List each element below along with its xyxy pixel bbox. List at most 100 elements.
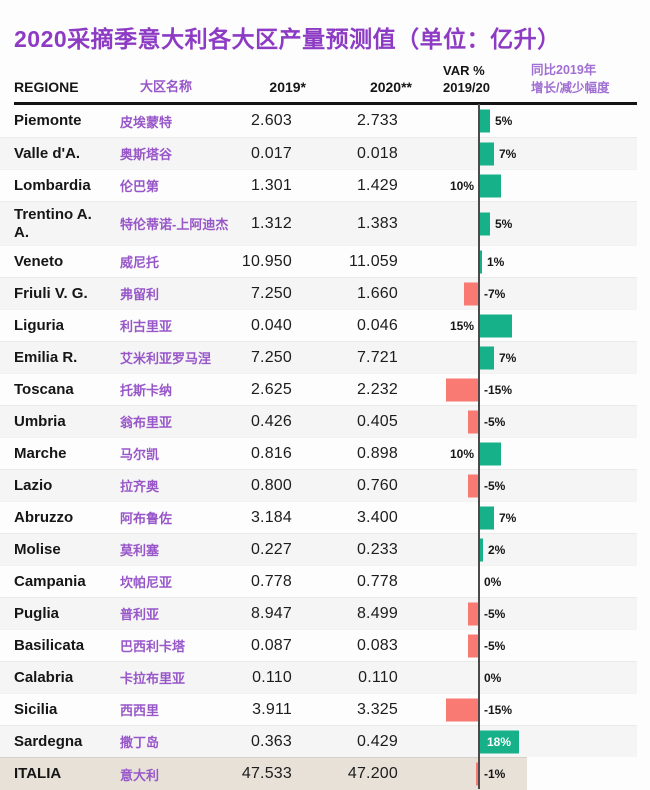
- region-name: Lazio: [14, 476, 53, 494]
- value-2020: 0.405: [356, 412, 398, 430]
- region-name-cn: 普利亚: [120, 607, 160, 622]
- value-2020: 7.721: [356, 348, 398, 366]
- table-row: Molise 莫利塞 0.227 0.233 2%: [0, 533, 637, 565]
- var-percent-label: 10%: [449, 178, 474, 193]
- value-2019: 0.426: [250, 412, 292, 430]
- region-name: Lombardia: [14, 176, 91, 194]
- negative-var-bar: [476, 762, 479, 786]
- region-name-cn: 艾米利亚罗马涅: [120, 351, 212, 366]
- col-header-2019: 2019*: [269, 79, 306, 95]
- positive-var-bar: [479, 506, 494, 529]
- value-2019: 0.040: [250, 316, 292, 334]
- var-percent-label: -5%: [484, 478, 506, 493]
- value-2020: 0.429: [356, 732, 398, 750]
- table-row: Lazio 拉齐奥 0.800 0.760 -5%: [0, 469, 637, 501]
- table-row: Valle d'A. 奥斯塔谷 0.017 0.018 7%: [0, 137, 637, 169]
- col-header-var-pct: VAR % 2019/20: [443, 62, 490, 97]
- page-title: 2020采摘季意大利各大区产量预测值（单位：亿升）: [14, 26, 561, 52]
- negative-var-bar: [464, 282, 479, 305]
- value-2020: 11.059: [349, 252, 398, 270]
- negative-var-bar: [468, 474, 479, 497]
- table-header: REGIONE 大区名称 2019* 2020** VAR % 2019/20 …: [0, 60, 650, 102]
- region-name-cn: 奥斯塔谷: [120, 147, 173, 162]
- region-name-cn: 伦巴第: [120, 179, 160, 194]
- value-2020: 1.429: [356, 176, 398, 194]
- region-name-cn: 托斯卡纳: [120, 383, 173, 398]
- value-2020: 0.046: [356, 316, 398, 334]
- value-2019: 0.017: [250, 144, 292, 162]
- region-name: Puglia: [14, 604, 60, 622]
- negative-var-bar: [446, 698, 479, 721]
- region-name: Liguria: [14, 316, 65, 334]
- value-2019: 0.227: [250, 540, 292, 558]
- region-name: Trentino A. A.: [14, 205, 92, 241]
- var-percent-label: -15%: [484, 702, 513, 717]
- value-2019: 7.250: [250, 284, 292, 302]
- value-2020: 0.018: [356, 144, 398, 162]
- var-percent-label: 18%: [486, 734, 512, 749]
- table-row: Abruzzo 阿布鲁佐 3.184 3.400 7%: [0, 501, 637, 533]
- region-name: ITALIA: [14, 765, 62, 782]
- value-2019: 1.312: [250, 214, 292, 232]
- region-name: Valle d'A.: [14, 144, 81, 162]
- table-row: Toscana 托斯卡纳 2.625 2.232 -15%: [0, 373, 637, 405]
- region-name: Piemonte: [14, 112, 82, 129]
- value-2020: 0.233: [356, 540, 398, 558]
- col-header-2020: 2020**: [369, 79, 412, 95]
- region-name: Abruzzo: [14, 508, 74, 526]
- region-name: Campania: [14, 572, 86, 590]
- region-name: Molise: [14, 540, 61, 558]
- value-2019: 1.301: [250, 176, 292, 194]
- positive-var-bar: [479, 538, 483, 561]
- table-row: Sardegna 撒丁岛 0.363 0.429 18%: [0, 725, 637, 757]
- region-name-cn: 翁布里亚: [120, 415, 173, 430]
- table-row: Campania 坎帕尼亚 0.778 0.778 0%: [0, 565, 637, 597]
- col-header-var-line1: VAR %: [443, 62, 485, 78]
- positive-var-bar: [479, 346, 494, 369]
- value-2019: 0.800: [250, 476, 292, 494]
- var-percent-label: -5%: [484, 606, 506, 621]
- table-row: Friuli V. G. 弗留利 7.250 1.660 -7%: [0, 277, 637, 309]
- var-percent-label: -15%: [484, 382, 513, 397]
- value-2019: 0.778: [250, 572, 292, 590]
- table-row: Sicilia 西西里 3.911 3.325 -15%: [0, 693, 637, 725]
- value-2020: 8.499: [356, 604, 398, 622]
- negative-var-bar: [468, 410, 479, 433]
- col-header-region-cn: 大区名称: [140, 79, 193, 94]
- var-percent-label: 7%: [499, 146, 517, 161]
- value-2019: 7.250: [250, 348, 292, 366]
- value-2020: 0.778: [356, 572, 398, 590]
- region-name-cn: 拉齐奥: [120, 479, 160, 494]
- var-percent-label: -5%: [484, 414, 506, 429]
- region-name-cn: 皮埃蒙特: [120, 114, 173, 130]
- positive-var-bar: [479, 212, 490, 235]
- table-row: Umbria 翁布里亚 0.426 0.405 -5%: [0, 405, 637, 437]
- negative-var-bar: [446, 378, 479, 401]
- value-2020: 0.898: [356, 444, 398, 462]
- value-2019: 0.087: [250, 636, 292, 654]
- value-2020: 1.383: [356, 214, 398, 232]
- table-row: Piemonte 皮埃蒙特 2.603 2.733 5%: [0, 105, 637, 137]
- col-header-regione: REGIONE: [14, 79, 79, 95]
- value-2019: 0.363: [250, 732, 292, 750]
- value-2020: 47.200: [347, 765, 398, 782]
- region-name: Sicilia: [14, 700, 58, 718]
- region-name: Calabria: [14, 668, 74, 686]
- region-name-cn: 撒丁岛: [120, 735, 160, 750]
- value-2020: 2.232: [356, 380, 398, 398]
- positive-var-bar: [479, 314, 512, 337]
- col-header-yoy-change: 同比2019年 增长/减少幅度: [531, 62, 609, 97]
- value-2019: 8.947: [250, 604, 292, 622]
- table-row: Liguria 利古里亚 0.040 0.046 15%: [0, 309, 637, 341]
- value-2019: 0.816: [250, 444, 292, 462]
- var-percent-label: 5%: [495, 114, 513, 128]
- value-2019: 2.625: [250, 380, 292, 398]
- col-header-yoy-line1: 同比2019年: [531, 63, 597, 77]
- region-name: Emilia R.: [14, 348, 78, 366]
- table-row: Basilicata 巴西利卡塔 0.087 0.083 -5%: [0, 629, 637, 661]
- value-2020: 0.083: [356, 636, 398, 654]
- value-2019: 0.110: [252, 668, 292, 686]
- negative-var-bar: [468, 634, 479, 657]
- table-row: Calabria 卡拉布里亚 0.110 0.110 0%: [0, 661, 637, 693]
